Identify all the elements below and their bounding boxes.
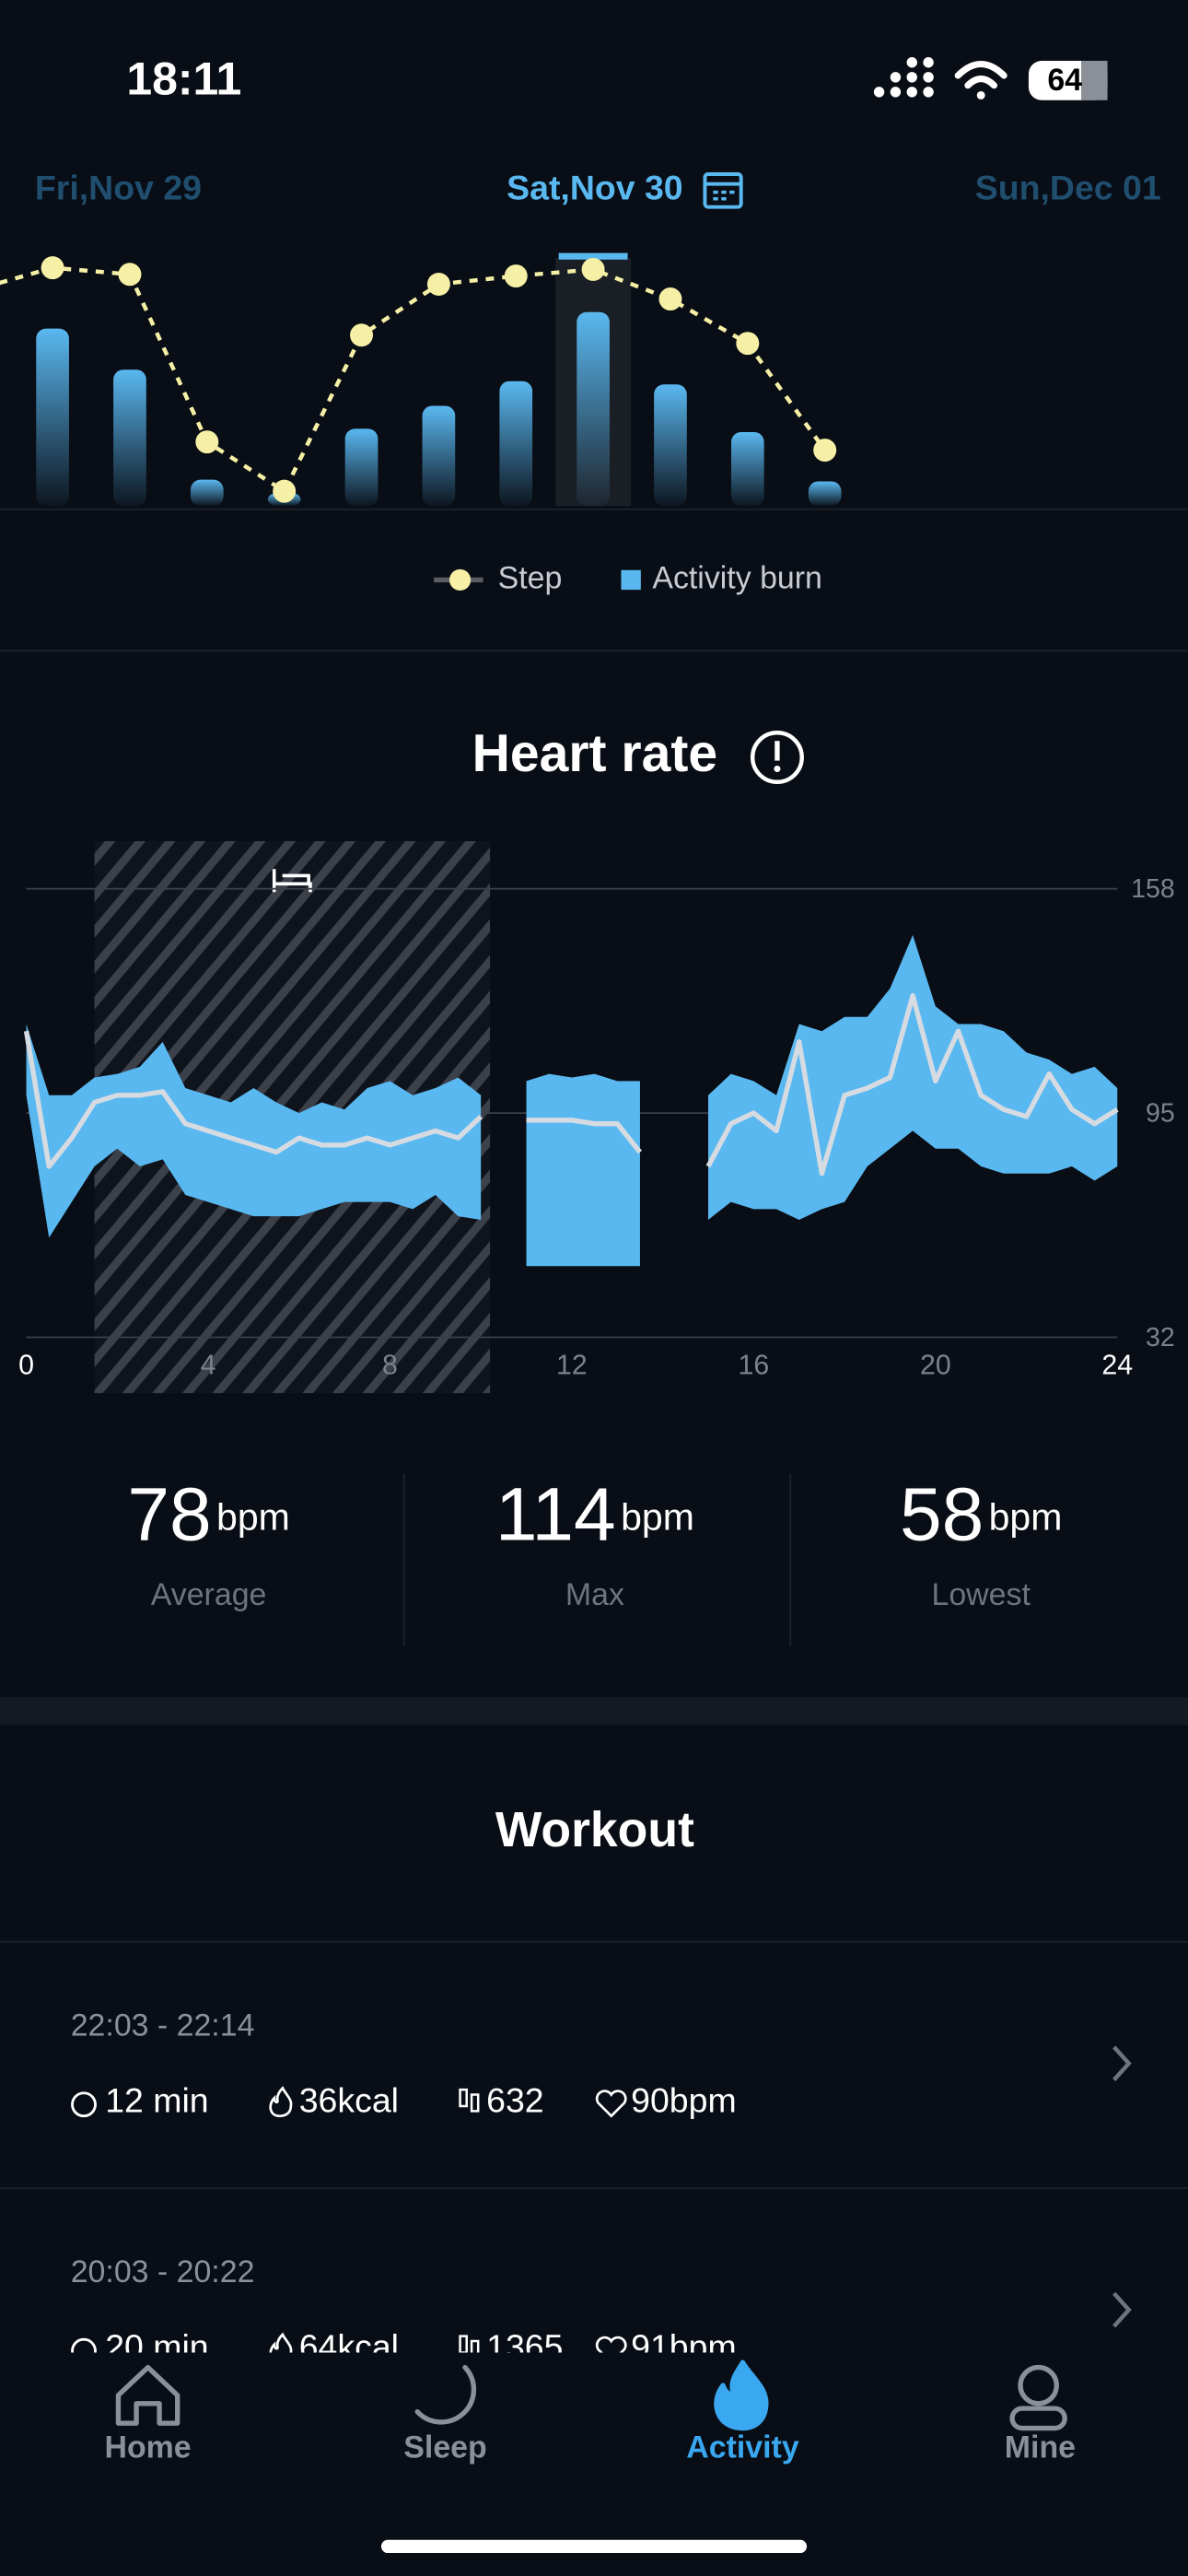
workout-steps: 632 [486,2080,543,2119]
bar [730,431,764,507]
workout-list: 22:03 - 22:14 12 min 36kcal 632 90bpm 20:03 -… [0,1945,1188,2366]
tab-bar [0,2352,1188,2576]
x-tick-label: 0 [18,1351,34,1381]
x-tick-label: 12 [556,1351,588,1381]
heart-icon [595,2090,627,2118]
chevron [1112,2045,1132,2081]
bar [577,311,610,507]
stat-unit: bpm [621,1495,694,1538]
x-tick-label: 16 [739,1351,770,1381]
tab-label[interactable]: Sleep [403,2430,486,2465]
stat-number: 58 [900,1472,984,1556]
workout-title: Workout [495,1803,694,1857]
stat-unit: bpm [216,1495,290,1538]
step-dot [41,256,64,280]
bar [113,369,146,507]
step-dot [581,257,605,281]
bar [422,405,456,507]
workout-calories: 36kcal [299,2080,399,2119]
current-date[interactable]: Sat,Nov 30 [507,169,682,207]
step-dot [813,439,837,463]
x-tick-label: 24 [1101,1351,1133,1381]
stat-value: 78 bpm [127,1472,289,1556]
tab-bar-items: Home Sleep Activity Mine [105,2430,1077,2465]
y-tick-label: 32 [1146,1323,1175,1352]
stat-label: Lowest [931,1577,1031,1612]
workout-heart-rate: 90bpm [631,2080,737,2119]
tab-label[interactable]: Mine [1005,2430,1076,2465]
y-tick-label: 158 [1131,874,1175,904]
calendar-icon[interactable] [703,172,743,209]
home-icon [115,2364,181,2426]
step-dot [118,263,142,287]
battery-empty [1081,60,1108,100]
bar [654,384,687,507]
stat-label: Max [565,1577,624,1612]
next-date[interactable]: Sun,Dec 01 [975,169,1161,207]
step-dot [504,264,528,288]
mine-icon-body [1009,2406,1067,2431]
range-band [26,934,1118,1267]
x-tick-label: 20 [920,1351,951,1381]
bar [36,328,69,507]
legend-swatch [621,569,641,591]
sleep-icon [414,2364,477,2425]
step-dot [658,287,682,311]
heart-icon [595,2336,627,2365]
stat-number: 78 [127,1472,211,1556]
legend-dot [448,568,472,591]
workout-time: 20:03 - 20:22 [71,2254,255,2289]
steps-icon [459,2088,480,2113]
step-dot [736,332,760,356]
chevron [1112,2291,1132,2328]
home-indicator [380,2539,808,2554]
step-dot [426,273,450,296]
stat-value: 114 bpm [495,1472,694,1556]
section-gap [0,1697,1188,1726]
workout-time: 22:03 - 22:14 [71,2008,255,2043]
legend-label: Activity burn [652,560,822,595]
workout-duration: 12 min [105,2080,208,2119]
heart-rate-title: Heart rate [472,724,718,783]
step-dot [273,479,297,503]
heart-rate-chart: 32 95 158 0 4 8 12 16 20 24 [18,840,1175,1394]
flame-icon [269,2086,293,2118]
stat-number: 114 [495,1472,616,1556]
stat-label: Average [151,1577,267,1612]
stat-unit: bpm [989,1495,1063,1538]
average-line [23,992,1119,1177]
step-line [0,265,827,495]
legend: Step Activity burn [434,560,822,595]
step-dot [195,430,219,454]
status-time: 18:11 [126,53,241,104]
tab-label[interactable]: Activity [686,2430,799,2465]
bar [499,381,533,507]
selected-marker [558,252,628,260]
tab-label[interactable]: Home [105,2430,192,2465]
step-dot [350,323,374,347]
stat-value: 58 bpm [900,1472,1062,1556]
timer-icon [71,2091,97,2118]
bar [190,479,224,507]
info-icon[interactable] [750,731,804,785]
activity-chart [0,252,842,507]
battery-level: 64 [1047,63,1082,98]
x-tick-label: 8 [382,1351,398,1381]
bar [344,428,379,507]
workout-row[interactable] [0,1945,1188,2188]
legend-label: Step [498,560,563,595]
y-tick-label: 95 [1146,1098,1175,1128]
mine-icon [1018,2364,1059,2406]
activity-icon [714,2359,769,2431]
bar [808,481,842,507]
previous-date[interactable]: Fri,Nov 29 [35,169,202,207]
wifi-icon [954,61,1007,100]
x-tick-label: 4 [201,1351,216,1381]
signal-icon [873,57,934,98]
